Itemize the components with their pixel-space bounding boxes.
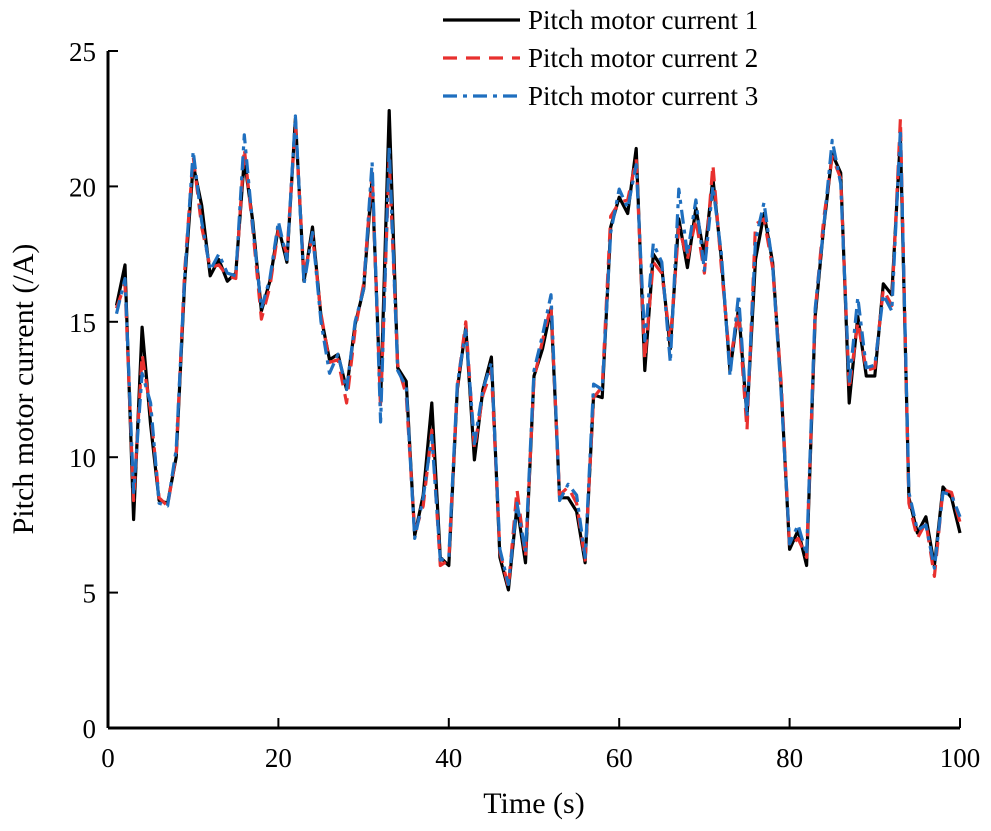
x-tick-label: 80 xyxy=(776,743,803,773)
y-tick-label: 0 xyxy=(83,714,97,744)
legend: Pitch motor current 1 Pitch motor current… xyxy=(443,5,758,111)
legend-label-2: Pitch motor current 2 xyxy=(528,43,758,73)
y-tick-label: 10 xyxy=(69,443,96,473)
x-ticks: 0 20 40 60 80 100 xyxy=(101,718,980,773)
y-ticks: 0 5 10 15 20 25 xyxy=(69,37,118,744)
x-axis-title: Time (s) xyxy=(483,787,584,820)
axes xyxy=(106,51,960,730)
x-tick-label: 100 xyxy=(940,743,981,773)
y-tick-label: 5 xyxy=(83,579,97,609)
series-line-3 xyxy=(114,114,962,587)
y-tick-label: 15 xyxy=(69,308,96,338)
y-axis-title: Pitch motor current (/A) xyxy=(7,244,40,535)
x-tick-label: 60 xyxy=(606,743,633,773)
y-tick-label: 25 xyxy=(69,37,96,67)
series-line-2 xyxy=(114,117,962,589)
legend-label-1: Pitch motor current 1 xyxy=(528,5,758,35)
legend-label-3: Pitch motor current 3 xyxy=(528,81,758,111)
x-tick-label: 0 xyxy=(101,743,115,773)
x-tick-label: 40 xyxy=(435,743,462,773)
x-tick-label: 20 xyxy=(265,743,292,773)
y-tick-label: 20 xyxy=(69,172,96,202)
series-layer xyxy=(114,108,962,592)
